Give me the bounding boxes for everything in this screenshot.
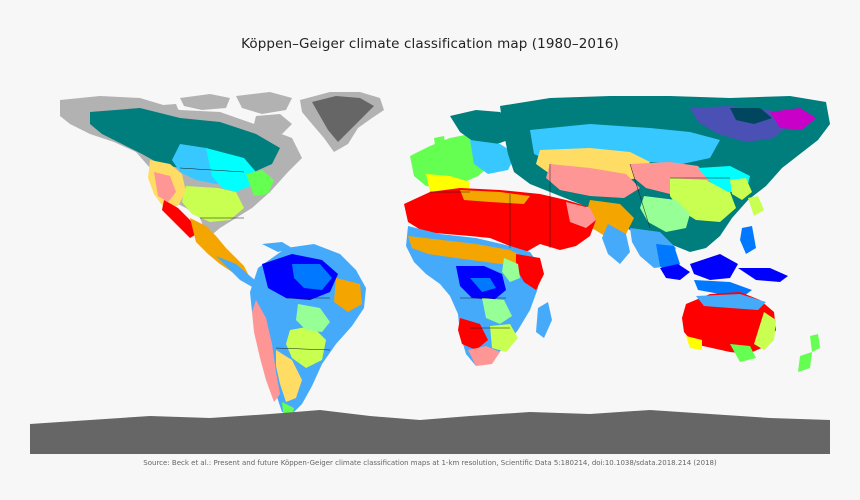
country-borders [179,163,730,351]
greenland [300,92,384,152]
new-zealand [798,334,820,372]
antarctica [30,410,830,454]
madagascar [536,302,552,338]
south-america [250,244,366,420]
sahara-arabia-deserts [404,188,596,252]
sub-saharan-africa [406,226,544,366]
map-title: Köppen–Geiger climate classification map… [241,36,619,52]
source-caption: Source: Beck et al.: Present and future … [143,459,717,467]
southeast-asia-islands [660,196,788,296]
north-america [60,96,302,288]
world-climate-map [30,68,830,454]
australia [682,292,776,362]
